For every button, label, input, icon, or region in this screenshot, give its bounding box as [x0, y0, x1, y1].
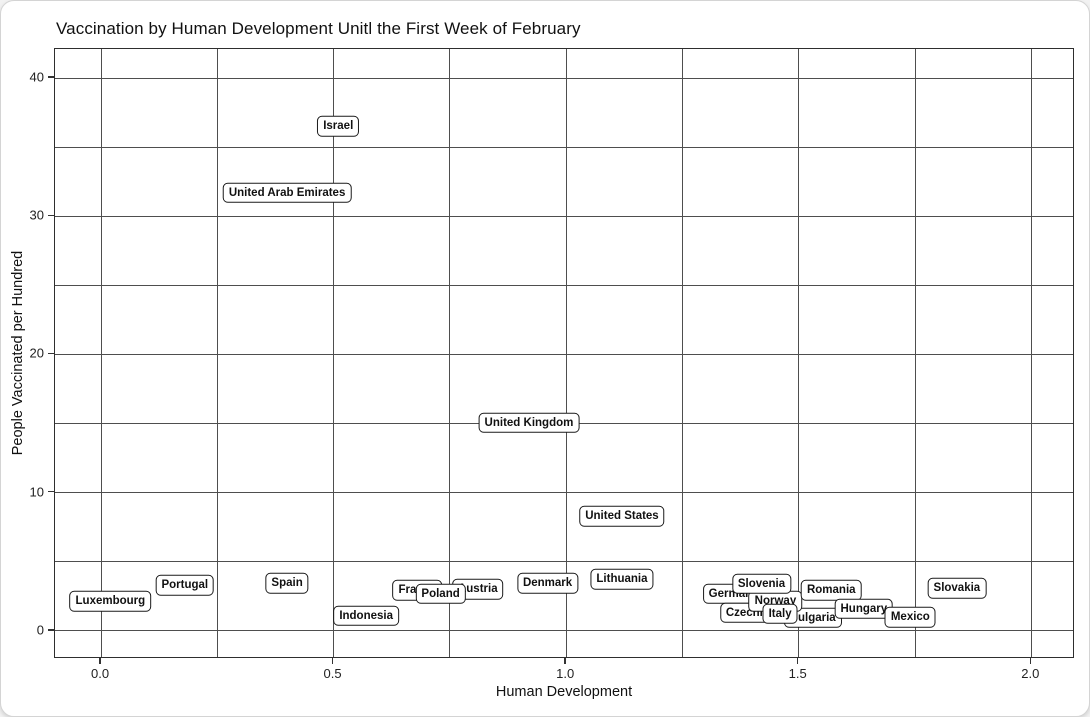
country-label-denmark: Denmark — [516, 573, 579, 594]
x-tick-label: 1.5 — [788, 666, 807, 681]
country-label-slovenia: Slovenia — [731, 573, 792, 595]
country-label-mexico: Mexico — [884, 606, 936, 628]
gridline-vertical — [449, 49, 451, 657]
x-axis-title: Human Development — [495, 684, 633, 700]
gridline-horizontal — [55, 284, 1073, 286]
y-axis-title: People Vaccinated per Hundred — [10, 250, 26, 456]
y-tick-mark — [48, 76, 54, 78]
x-tick-label: 0.5 — [323, 666, 342, 681]
x-tick-mark — [564, 658, 566, 664]
x-tick-label: 0.0 — [90, 666, 110, 681]
y-tick-label: 30 — [29, 207, 44, 223]
y-tick-mark — [48, 629, 54, 631]
gridline-vertical — [681, 49, 683, 657]
y-tick-label: 20 — [29, 345, 44, 361]
y-tick-label: 40 — [29, 69, 44, 85]
gridline-vertical — [565, 49, 567, 657]
gridline-vertical — [798, 49, 800, 657]
x-tick-mark — [331, 658, 334, 664]
y-tick-mark — [48, 490, 54, 493]
y-tick-mark — [48, 352, 54, 355]
chart-title: Vaccination by Human Development Unitl t… — [56, 19, 581, 38]
gridline-horizontal — [55, 561, 1073, 563]
x-tick-mark — [99, 658, 101, 664]
x-tick-mark — [796, 658, 799, 664]
gridline-horizontal — [55, 77, 1073, 79]
gridline-horizontal — [55, 492, 1073, 494]
country-label-lithuania: Lithuania — [590, 568, 654, 590]
x-tick-mark — [1029, 658, 1032, 664]
plot-panel: FranceAustriaPolandGermanyBulgariaCzechi… — [54, 48, 1074, 658]
y-tick-mark — [48, 214, 54, 216]
gridline-vertical — [100, 49, 102, 657]
gridline-vertical — [914, 49, 916, 657]
country-label-united-states: United States — [579, 505, 665, 527]
country-label-spain: Spain — [265, 573, 309, 594]
x-tick-label: 2.0 — [1021, 666, 1040, 681]
gridline-horizontal — [55, 215, 1073, 217]
country-label-slovakia: Slovakia — [927, 577, 987, 599]
country-label-luxembourg: Luxembourg — [69, 590, 152, 612]
country-label-romania: Romania — [800, 579, 862, 601]
x-tick-label: 1.0 — [556, 666, 575, 681]
country-label-italy: Italy — [762, 603, 798, 624]
y-tick-label: 0 — [36, 622, 44, 638]
country-label-portugal: Portugal — [155, 575, 215, 596]
gridline-horizontal — [55, 353, 1073, 355]
gridline-vertical — [1030, 49, 1032, 657]
gridline-horizontal — [55, 630, 1073, 632]
country-label-poland: Poland — [415, 583, 466, 604]
gridline-vertical — [333, 49, 335, 657]
y-tick-label: 10 — [29, 484, 44, 500]
country-label-indonesia: Indonesia — [333, 605, 399, 626]
country-label-united-arab-emirates: United Arab Emirates — [222, 182, 352, 203]
country-label-united-kingdom: United Kingdom — [478, 412, 580, 434]
gridline-vertical — [216, 49, 218, 657]
country-label-israel: Israel — [317, 116, 360, 137]
gridline-horizontal — [55, 146, 1073, 148]
country-label-hungary: Hungary — [834, 598, 894, 620]
